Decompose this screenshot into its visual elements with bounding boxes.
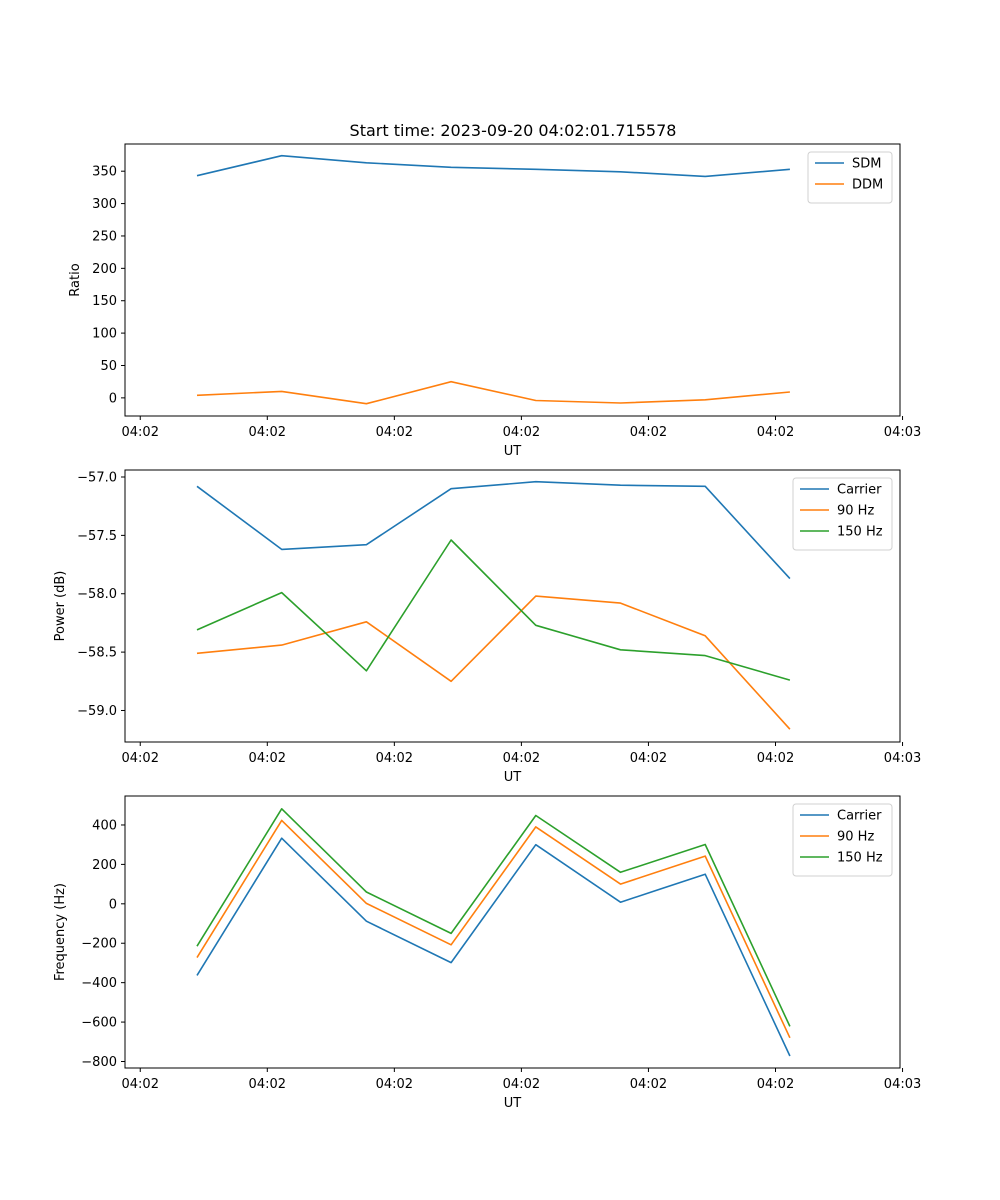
frequency-y-tick-label: −200	[81, 937, 117, 952]
power-series-150-hz-line	[196, 539, 791, 681]
frequency-x-tick-label: 04:02	[503, 1077, 540, 1092]
ratio-x-tick-label: 04:02	[376, 425, 413, 440]
ratio-x-axis-label: UT	[504, 444, 522, 459]
ratio-legend-label-sdm: SDM	[852, 157, 881, 172]
ratio-y-tick-label: 200	[92, 262, 117, 277]
power-x-tick-label: 04:02	[249, 751, 286, 766]
power-subplot: 04:02 04:02 04:02 04:02 04:02 04:02 04:03 −59.0…	[53, 469, 921, 785]
ratio-x-tick-label: 04:02	[757, 425, 794, 440]
ratio-y-axis-label: Ratio	[68, 263, 83, 296]
power-x-tick-label: 04:02	[122, 751, 159, 766]
frequency-x-tick-label: 04:02	[249, 1077, 286, 1092]
power-legend-box	[792, 477, 893, 551]
frequency-x-tick-label: 04:02	[376, 1077, 413, 1092]
frequency-x-tick-label: 04:03	[884, 1077, 921, 1092]
ratio-y-tick-label: 250	[92, 229, 117, 244]
frequency-legend-box	[792, 803, 893, 877]
ratio-x-tick-label: 04:02	[630, 425, 667, 440]
frequency-legend-label-90-hz: 90 Hz	[837, 830, 874, 845]
ratio-y-tick-label: 50	[100, 359, 117, 374]
frequency-y-tick-label: −600	[81, 1016, 117, 1031]
frequency-series-carrier-line	[196, 837, 791, 1057]
power-y-axis-label: Power (dB)	[53, 571, 68, 642]
frequency-y-tick-label: 200	[92, 858, 117, 873]
power-y-tick-label: −58.0	[77, 587, 117, 602]
power-y-tick-label: −57.5	[77, 529, 117, 544]
power-axes-frame	[124, 469, 901, 743]
ratio-y-tick-label: 150	[92, 294, 117, 309]
ratio-series-ddm-line	[196, 380, 790, 405]
power-y-tick-label: −59.0	[77, 704, 117, 719]
figure-title: Start time: 2023-09-20 04:02:01.715578	[350, 121, 677, 140]
ratio-x-tick-label: 04:02	[503, 425, 540, 440]
frequency-series-90-hz-line	[196, 819, 791, 1039]
power-series-90-hz-line	[196, 595, 791, 730]
frequency-x-tick-label: 04:02	[122, 1077, 159, 1092]
power-legend-label-carrier: Carrier	[837, 483, 882, 498]
frequency-y-tick-label: 0	[109, 897, 117, 912]
power-y-tick-label: −58.5	[77, 646, 117, 661]
power-y-tick-label: −57.0	[77, 471, 117, 486]
power-x-tick-label: 04:02	[630, 751, 667, 766]
ratio-y-tick-label: 350	[92, 165, 117, 180]
frequency-x-tick-label: 04:02	[757, 1077, 794, 1092]
ratio-x-tick-label: 04:02	[249, 425, 286, 440]
ratio-y-tick-label: 100	[92, 327, 117, 342]
power-x-tick-label: 04:03	[884, 751, 921, 766]
frequency-legend-label-carrier: Carrier	[837, 809, 882, 824]
ratio-legend-box	[807, 151, 893, 204]
ratio-x-tick-label: 04:03	[884, 425, 921, 440]
power-x-tick-label: 04:02	[757, 751, 794, 766]
ratio-series-sdm-line	[196, 154, 790, 178]
frequency-y-tick-label: 400	[92, 818, 117, 833]
frequency-x-tick-label: 04:02	[630, 1077, 667, 1092]
frequency-x-axis-label: UT	[504, 1096, 522, 1111]
ratio-y-tick-label: 300	[92, 197, 117, 212]
ratio-y-tick-label: 0	[109, 391, 117, 406]
frequency-axes-frame	[124, 795, 901, 1069]
power-x-axis-label: UT	[504, 770, 522, 785]
frequency-subplot: 04:02 04:02 04:02 04:02 04:02 04:02 04:03 −800 −…	[53, 795, 921, 1111]
ratio-subplot: 04:02 04:02 04:02 04:02 04:02 04:02 04:03 0 50 10…	[68, 143, 921, 459]
power-series-carrier-line	[196, 480, 791, 580]
power-legend-label-150-hz: 150 Hz	[837, 525, 883, 540]
frequency-y-tick-label: −800	[81, 1055, 117, 1070]
frequency-legend-label-150-hz: 150 Hz	[837, 851, 883, 866]
ratio-x-tick-label: 04:02	[122, 425, 159, 440]
frequency-y-tick-label: −400	[81, 976, 117, 991]
power-x-tick-label: 04:02	[503, 751, 540, 766]
frequency-series-150-hz-line	[196, 807, 791, 1027]
frequency-y-axis-label: Frequency (Hz)	[53, 883, 68, 981]
power-legend-label-90-hz: 90 Hz	[837, 504, 874, 519]
ratio-legend-label-ddm: DDM	[852, 178, 883, 193]
power-x-tick-label: 04:02	[376, 751, 413, 766]
ratio-axes-frame	[124, 143, 901, 417]
